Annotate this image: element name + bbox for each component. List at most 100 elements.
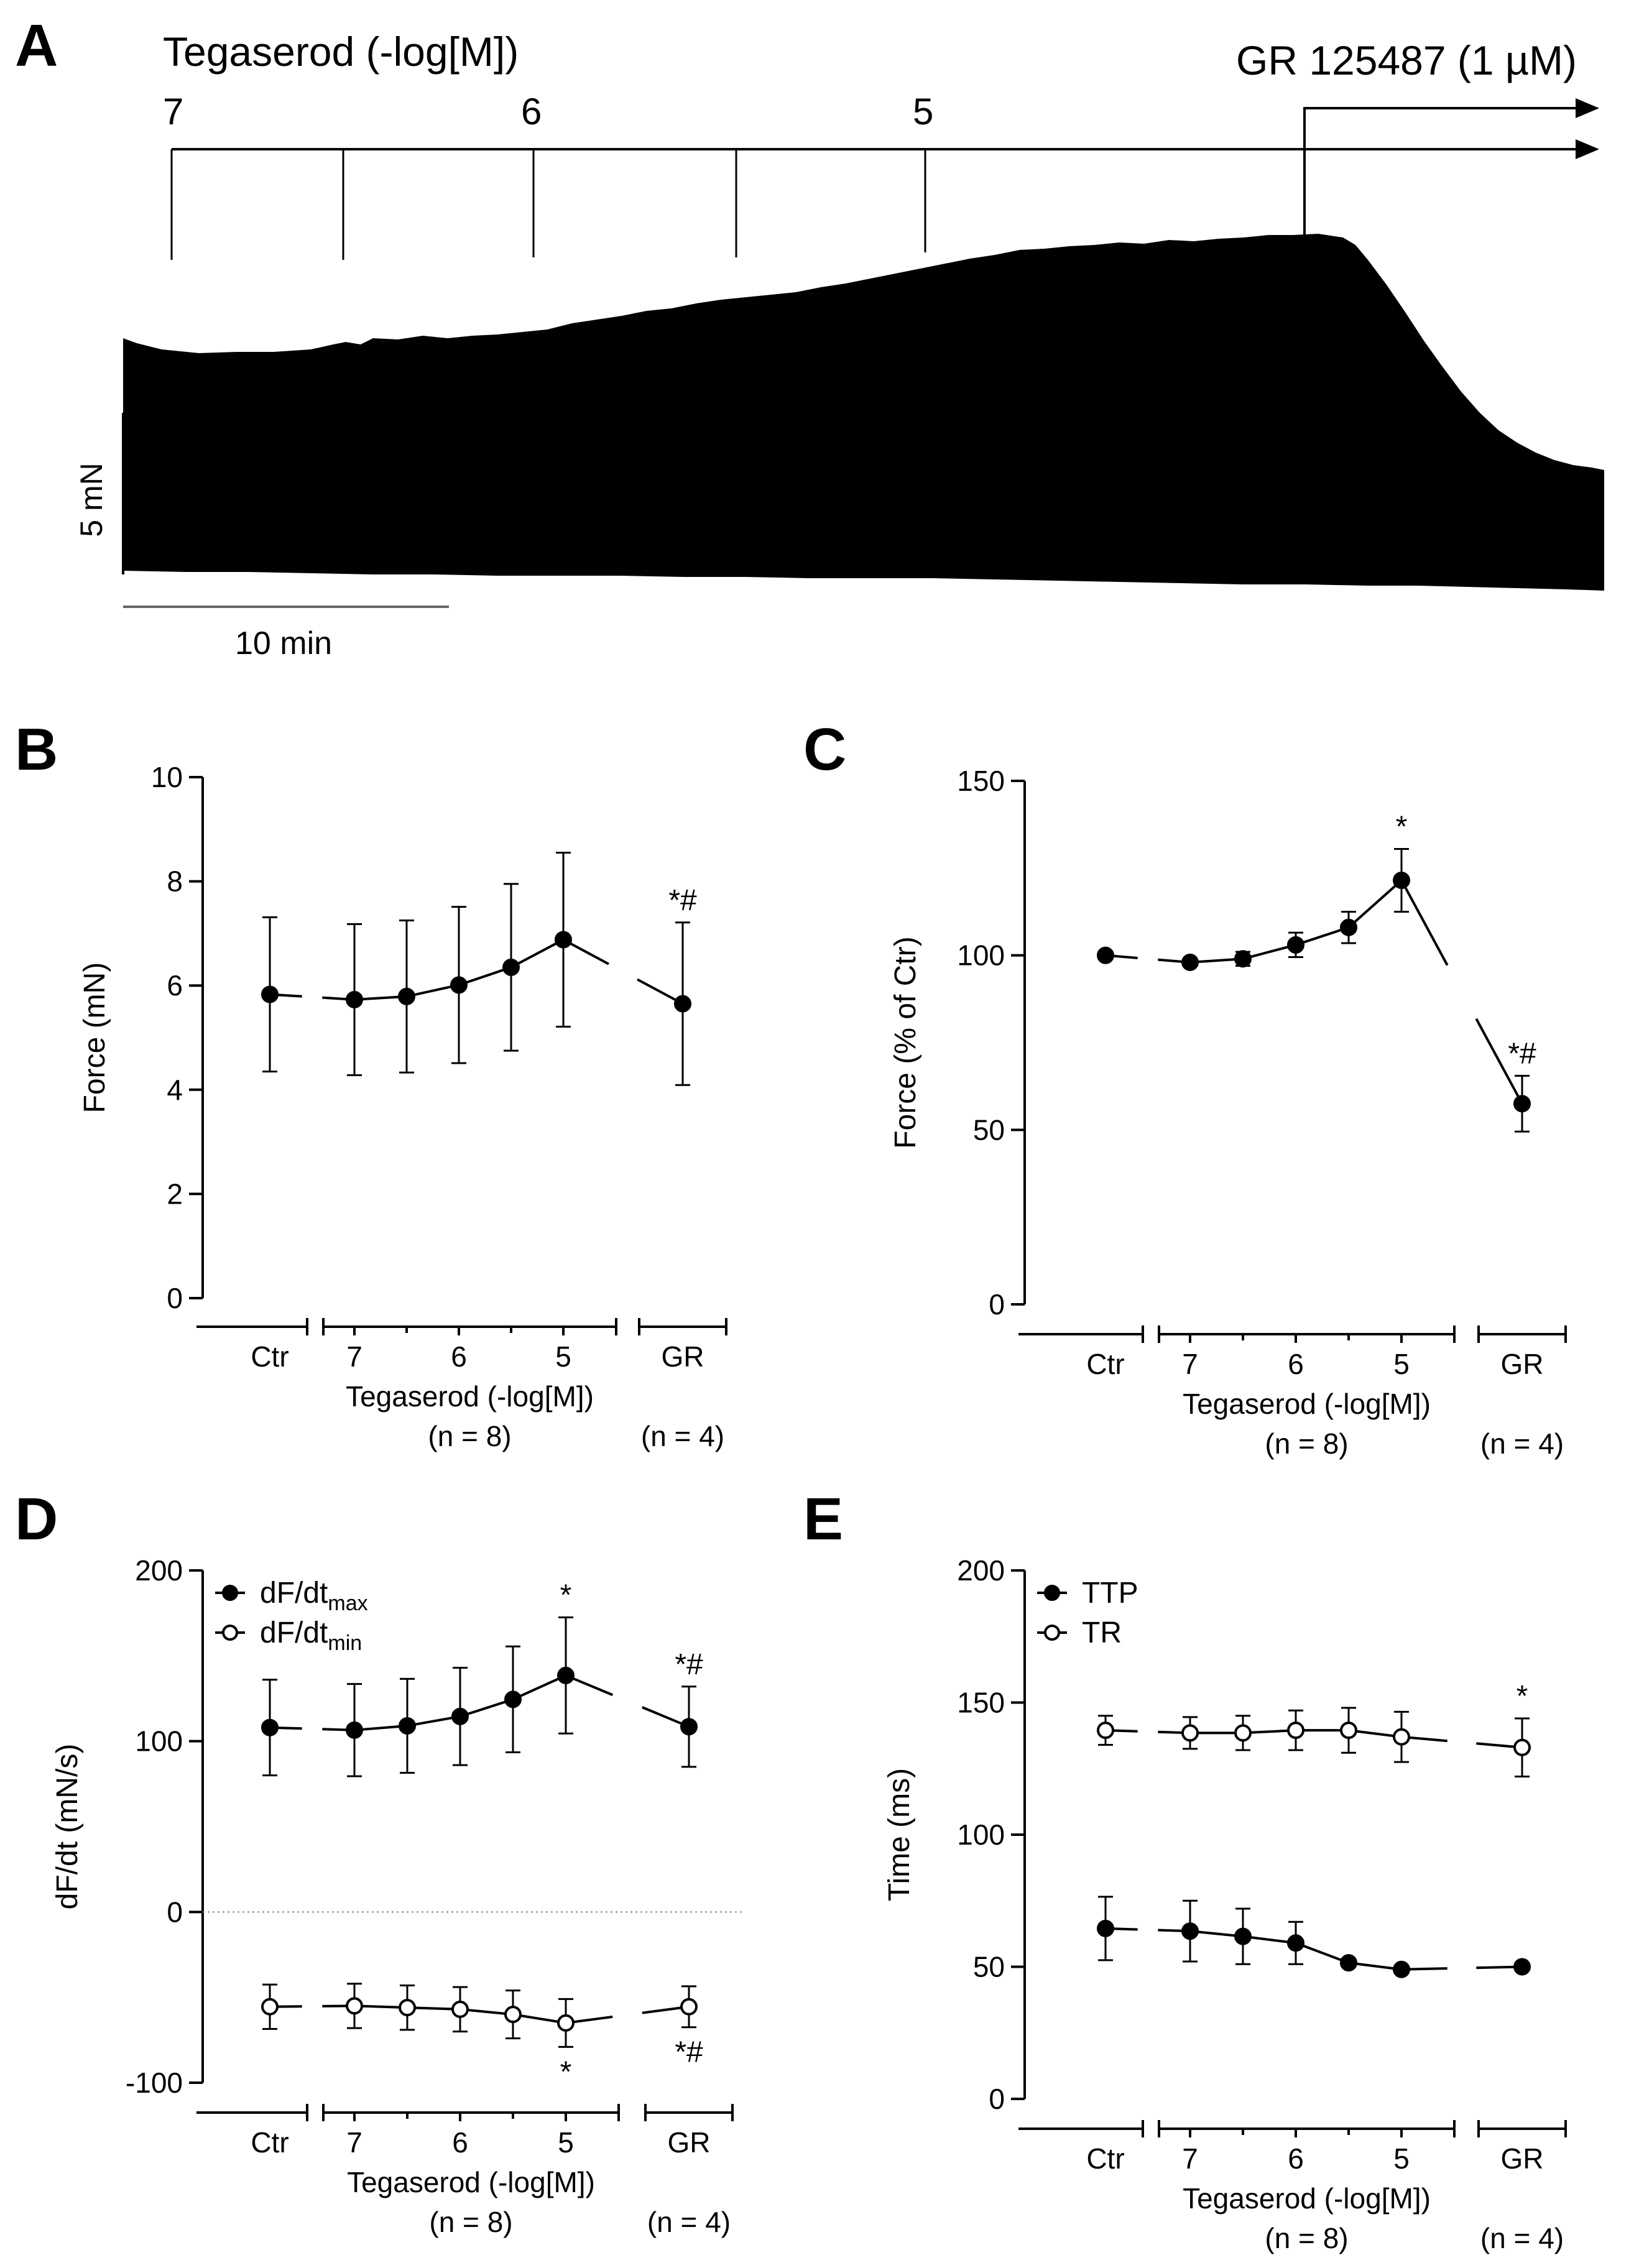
data-point-c-0-5 bbox=[1393, 871, 1410, 889]
gr-label: GR 125487 (1 µM) bbox=[1236, 37, 1577, 83]
x-label-gr-c: GR bbox=[1501, 1348, 1544, 1380]
conc-label-7: 7 bbox=[163, 91, 183, 132]
x-label-conc-c-2: 5 bbox=[1393, 1348, 1410, 1380]
y-tick-label-c-1: 50 bbox=[973, 1113, 1005, 1146]
panel-b: B 0 2 4 6 8 10 Force (mN) Ctr 7 6 5 GR Tegaserod (-lo… bbox=[15, 716, 727, 1452]
series-connector-gr-c-0-a bbox=[1400, 880, 1449, 966]
legend-label-e-1: TR bbox=[1082, 1616, 1122, 1649]
data-point-d-1-4 bbox=[504, 2006, 522, 2024]
legend-marker-d-1 bbox=[222, 1625, 238, 1641]
gr-timeline-arrowhead bbox=[1576, 98, 1599, 118]
y-tick-label-c-3: 150 bbox=[957, 765, 1005, 797]
data-point-e-1-2 bbox=[1234, 1927, 1252, 1945]
data-point-c-0-6 bbox=[1513, 1095, 1531, 1113]
legend-subscript-d-1: min bbox=[328, 1631, 362, 1655]
y-axis-label-d: dF/dt (mN/s) bbox=[51, 1744, 84, 1910]
y-tick-label-e-2: 100 bbox=[957, 1819, 1005, 1851]
data-point-c-0-2 bbox=[1234, 950, 1252, 968]
x-label-conc-c-1: 6 bbox=[1288, 1348, 1304, 1380]
y-tick-label-e-3: 150 bbox=[957, 1687, 1005, 1719]
y-tick-label-b-0: 0 bbox=[167, 1282, 183, 1314]
y-tick-label-d-0: -100 bbox=[126, 2067, 183, 2099]
x-label-conc-e-2: 5 bbox=[1393, 2142, 1410, 2175]
data-point-d-0-4 bbox=[504, 1690, 522, 1708]
data-point-b-0-2 bbox=[398, 987, 415, 1005]
data-point-e-0-3 bbox=[1287, 1722, 1304, 1740]
conc-label-6: 6 bbox=[521, 91, 542, 132]
legend-marker-e-1 bbox=[1044, 1625, 1060, 1641]
x-label-tegaserod-e: Tegaserod (-log[M]) bbox=[1183, 2182, 1431, 2215]
significance-b-0-6: *# bbox=[668, 884, 697, 917]
x-label-ctr-c: Ctr bbox=[1086, 1348, 1124, 1380]
x-label-n-tegaserod-c: (n = 8) bbox=[1265, 1427, 1348, 1460]
x-label-conc-d-0: 7 bbox=[346, 2126, 362, 2159]
data-point-c-0-3 bbox=[1287, 936, 1304, 954]
x-label-ctr-d: Ctr bbox=[251, 2126, 289, 2159]
y-tick-label-b-1: 2 bbox=[167, 1178, 183, 1210]
time-scale-label: 10 min bbox=[235, 625, 332, 662]
y-tick-label-d-1: 0 bbox=[167, 1896, 183, 1928]
y-tick-label-e-1: 50 bbox=[973, 1951, 1005, 1983]
data-point-e-1-5 bbox=[1393, 1960, 1410, 1978]
significance-c-0-6: *# bbox=[1508, 1037, 1536, 1070]
data-point-b-0-3 bbox=[450, 976, 468, 994]
x-label-gr-d: GR bbox=[668, 2126, 711, 2159]
series-b-0: *# bbox=[261, 852, 697, 1086]
data-point-d-0-3 bbox=[451, 1707, 469, 1725]
x-label-n-tegaserod-e: (n = 8) bbox=[1265, 2222, 1348, 2254]
significance-d-1-6: *# bbox=[675, 2036, 703, 2069]
x-label-conc-d-1: 6 bbox=[452, 2126, 468, 2159]
data-point-b-0-4 bbox=[502, 958, 520, 976]
x-label-tegaserod-b: Tegaserod (-log[M]) bbox=[346, 1380, 594, 1413]
x-label-conc-b-2: 5 bbox=[555, 1340, 571, 1373]
x-label-n-gr-c: (n = 4) bbox=[1480, 1427, 1564, 1460]
panel-letter-a: A bbox=[15, 12, 58, 79]
data-point-e-1-1 bbox=[1181, 1922, 1199, 1940]
y-axis-label-e: Time (ms) bbox=[883, 1768, 916, 1901]
data-point-b-0-0 bbox=[261, 985, 279, 1003]
data-point-e-0-0 bbox=[1097, 1722, 1114, 1740]
panel-a: A Tegaserod (-log[M]) GR 125487 (1 µM) 7… bbox=[15, 12, 1604, 662]
x-label-n-gr-e: (n = 4) bbox=[1480, 2222, 1564, 2254]
tegaserod-timeline-arrowhead bbox=[1576, 139, 1599, 159]
y-tick-label-d-2: 100 bbox=[135, 1725, 183, 1758]
legend-marker-e-0 bbox=[1044, 1585, 1060, 1601]
x-label-conc-e-1: 6 bbox=[1288, 2142, 1304, 2175]
y-tick-label-e-4: 200 bbox=[957, 1554, 1005, 1587]
data-point-d-1-2 bbox=[399, 1999, 416, 2017]
force-scale-label: 5 mN bbox=[74, 463, 109, 537]
panel-c: C 0 50 100 150 Force (% of Ctr) Ctr 7 6 5 GR Tegase… bbox=[803, 716, 1567, 1460]
y-tick-label-e-0: 0 bbox=[989, 2083, 1005, 2115]
x-label-ctr-b: Ctr bbox=[251, 1340, 289, 1373]
series-connector-gr-c-0-b bbox=[1475, 1018, 1523, 1105]
data-point-e-0-6 bbox=[1513, 1738, 1531, 1756]
data-point-d-0-5 bbox=[557, 1666, 575, 1684]
legend-label-d-1: dF/dtmin bbox=[260, 1616, 362, 1655]
x-label-conc-c-0: 7 bbox=[1182, 1348, 1198, 1380]
x-label-conc-d-2: 5 bbox=[558, 2126, 574, 2159]
series-e-1 bbox=[1097, 1896, 1531, 1978]
data-point-d-1-3 bbox=[451, 2000, 469, 2018]
data-point-e-0-4 bbox=[1340, 1722, 1357, 1740]
dose-markers bbox=[170, 149, 926, 260]
data-point-e-1-6 bbox=[1513, 1958, 1531, 1976]
significance-extra-c-0: * bbox=[1396, 810, 1408, 843]
y-tick-label-d-3: 200 bbox=[135, 1554, 183, 1587]
series-d-1: * *# bbox=[261, 1983, 703, 2088]
x-label-ctr-e: Ctr bbox=[1086, 2142, 1124, 2175]
data-point-c-0-1 bbox=[1181, 953, 1199, 971]
x-label-n-tegaserod-b: (n = 8) bbox=[428, 1420, 511, 1452]
data-point-d-0-6 bbox=[680, 1718, 698, 1736]
y-axis-label-c: Force (% of Ctr) bbox=[889, 936, 922, 1148]
x-label-conc-e-0: 7 bbox=[1182, 2142, 1198, 2175]
tegaserod-title: Tegaserod (-log[M]) bbox=[163, 29, 519, 75]
significance-d-0-6: *# bbox=[675, 1648, 703, 1681]
data-point-d-1-1 bbox=[346, 1997, 363, 2015]
series-d-0: * *# bbox=[261, 1579, 703, 1777]
x-label-n-gr-d: (n = 4) bbox=[647, 2206, 731, 2238]
legend-marker-d-0 bbox=[222, 1585, 238, 1601]
y-axis-label-b: Force (mN) bbox=[78, 962, 111, 1113]
data-point-e-1-0 bbox=[1097, 1919, 1114, 1937]
panel-letter-e: E bbox=[803, 1486, 843, 1552]
